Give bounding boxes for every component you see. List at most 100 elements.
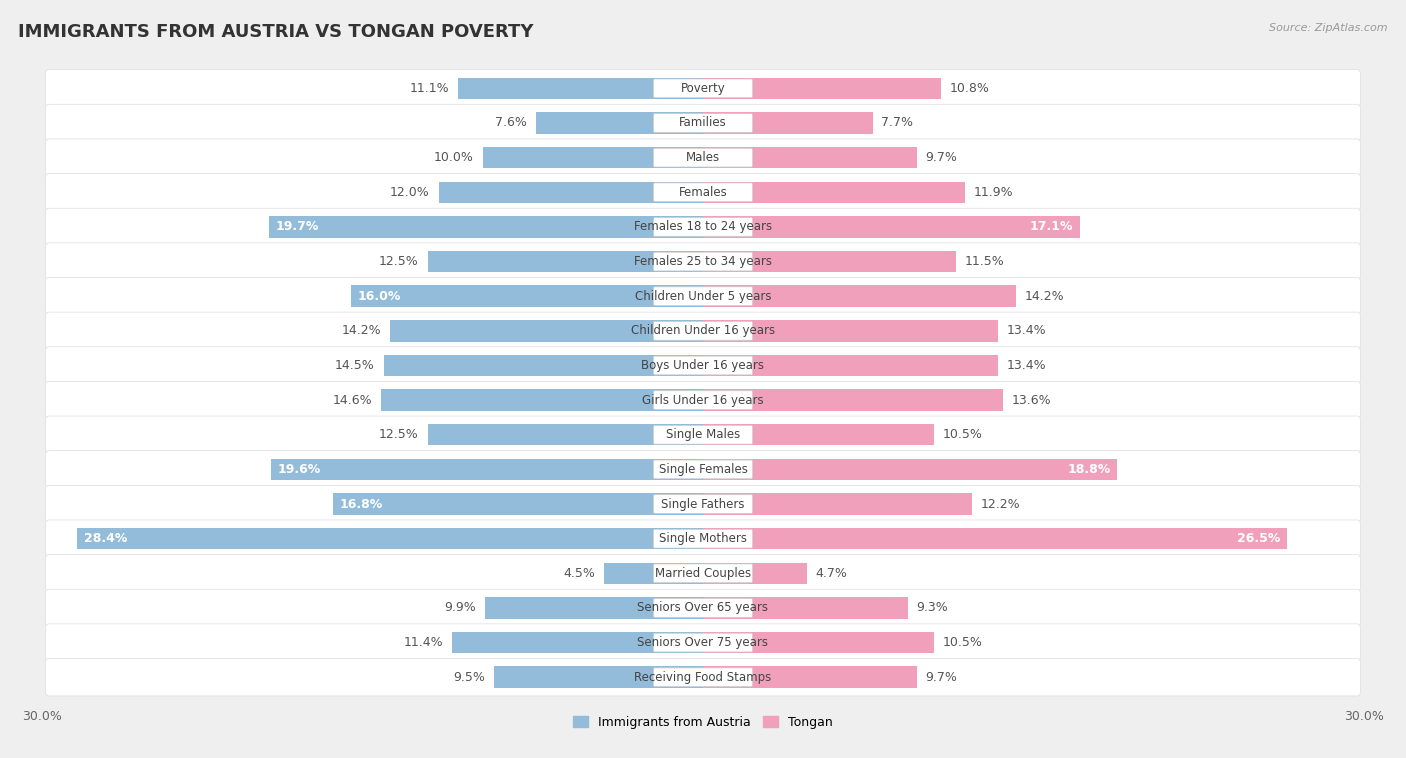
Bar [703, 216, 1080, 238]
Bar [703, 181, 965, 203]
Bar [458, 77, 703, 99]
Text: 13.4%: 13.4% [1007, 324, 1046, 337]
Bar [439, 181, 703, 203]
Text: Single Females: Single Females [658, 463, 748, 476]
Bar [703, 666, 917, 688]
Bar [605, 562, 703, 584]
FancyBboxPatch shape [654, 425, 752, 444]
Text: 14.6%: 14.6% [333, 393, 373, 406]
Text: Females: Females [679, 186, 727, 199]
Text: 11.5%: 11.5% [965, 255, 1005, 268]
Bar [350, 286, 703, 307]
FancyBboxPatch shape [45, 139, 1361, 177]
Bar [703, 562, 807, 584]
Text: Seniors Over 75 years: Seniors Over 75 years [637, 636, 769, 649]
FancyBboxPatch shape [654, 252, 752, 271]
Text: 7.7%: 7.7% [882, 117, 914, 130]
Bar [271, 459, 703, 480]
Text: Females 18 to 24 years: Females 18 to 24 years [634, 221, 772, 233]
Text: 10.5%: 10.5% [943, 636, 983, 649]
Text: 10.5%: 10.5% [943, 428, 983, 441]
FancyBboxPatch shape [654, 114, 752, 133]
Bar [703, 251, 956, 272]
Text: Poverty: Poverty [681, 82, 725, 95]
Text: 16.8%: 16.8% [339, 497, 382, 511]
Text: 11.1%: 11.1% [411, 82, 450, 95]
FancyBboxPatch shape [654, 321, 752, 340]
Text: 7.6%: 7.6% [495, 117, 527, 130]
Text: 9.3%: 9.3% [917, 601, 949, 615]
FancyBboxPatch shape [45, 346, 1361, 384]
FancyBboxPatch shape [45, 589, 1361, 627]
Text: Females 25 to 34 years: Females 25 to 34 years [634, 255, 772, 268]
Text: Receiving Food Stamps: Receiving Food Stamps [634, 671, 772, 684]
FancyBboxPatch shape [654, 668, 752, 687]
Bar [451, 632, 703, 653]
FancyBboxPatch shape [45, 277, 1361, 315]
Bar [703, 597, 908, 619]
Text: 13.4%: 13.4% [1007, 359, 1046, 372]
Text: 12.2%: 12.2% [980, 497, 1021, 511]
FancyBboxPatch shape [45, 381, 1361, 419]
Bar [482, 147, 703, 168]
Text: 9.7%: 9.7% [925, 151, 957, 164]
Text: 13.6%: 13.6% [1011, 393, 1052, 406]
Bar [77, 528, 703, 550]
Bar [494, 666, 703, 688]
FancyBboxPatch shape [45, 70, 1361, 107]
Text: Boys Under 16 years: Boys Under 16 years [641, 359, 765, 372]
Legend: Immigrants from Austria, Tongan: Immigrants from Austria, Tongan [568, 711, 838, 735]
Text: Seniors Over 65 years: Seniors Over 65 years [637, 601, 769, 615]
FancyBboxPatch shape [654, 564, 752, 583]
Bar [703, 112, 873, 133]
Text: Single Mothers: Single Mothers [659, 532, 747, 545]
Text: Girls Under 16 years: Girls Under 16 years [643, 393, 763, 406]
Bar [427, 251, 703, 272]
Text: 16.0%: 16.0% [357, 290, 401, 302]
Text: 12.5%: 12.5% [380, 255, 419, 268]
Text: 9.7%: 9.7% [925, 671, 957, 684]
Text: 19.7%: 19.7% [276, 221, 319, 233]
Text: 17.1%: 17.1% [1029, 221, 1073, 233]
FancyBboxPatch shape [654, 79, 752, 98]
FancyBboxPatch shape [654, 218, 752, 236]
Text: IMMIGRANTS FROM AUSTRIA VS TONGAN POVERTY: IMMIGRANTS FROM AUSTRIA VS TONGAN POVERT… [18, 23, 534, 41]
FancyBboxPatch shape [45, 520, 1361, 557]
FancyBboxPatch shape [654, 391, 752, 409]
Text: 9.9%: 9.9% [444, 601, 477, 615]
FancyBboxPatch shape [654, 356, 752, 374]
Text: 26.5%: 26.5% [1237, 532, 1279, 545]
FancyBboxPatch shape [45, 555, 1361, 592]
Text: 9.5%: 9.5% [453, 671, 485, 684]
FancyBboxPatch shape [45, 416, 1361, 453]
FancyBboxPatch shape [45, 243, 1361, 280]
Bar [703, 459, 1118, 480]
Text: 14.2%: 14.2% [1025, 290, 1064, 302]
Bar [427, 424, 703, 446]
FancyBboxPatch shape [654, 495, 752, 513]
Bar [703, 528, 1286, 550]
FancyBboxPatch shape [654, 287, 752, 305]
Bar [703, 632, 934, 653]
Text: 10.0%: 10.0% [434, 151, 474, 164]
Text: Males: Males [686, 151, 720, 164]
FancyBboxPatch shape [45, 208, 1361, 246]
Text: Children Under 5 years: Children Under 5 years [634, 290, 772, 302]
Bar [381, 390, 703, 411]
FancyBboxPatch shape [45, 485, 1361, 523]
FancyBboxPatch shape [45, 312, 1361, 349]
Text: 28.4%: 28.4% [84, 532, 128, 545]
FancyBboxPatch shape [45, 105, 1361, 142]
Bar [536, 112, 703, 133]
Bar [269, 216, 703, 238]
Bar [333, 493, 703, 515]
FancyBboxPatch shape [654, 529, 752, 548]
Text: Single Fathers: Single Fathers [661, 497, 745, 511]
Bar [384, 355, 703, 376]
FancyBboxPatch shape [654, 183, 752, 202]
FancyBboxPatch shape [654, 599, 752, 617]
Text: 11.9%: 11.9% [974, 186, 1014, 199]
Bar [703, 355, 998, 376]
Text: Families: Families [679, 117, 727, 130]
Text: Single Males: Single Males [666, 428, 740, 441]
